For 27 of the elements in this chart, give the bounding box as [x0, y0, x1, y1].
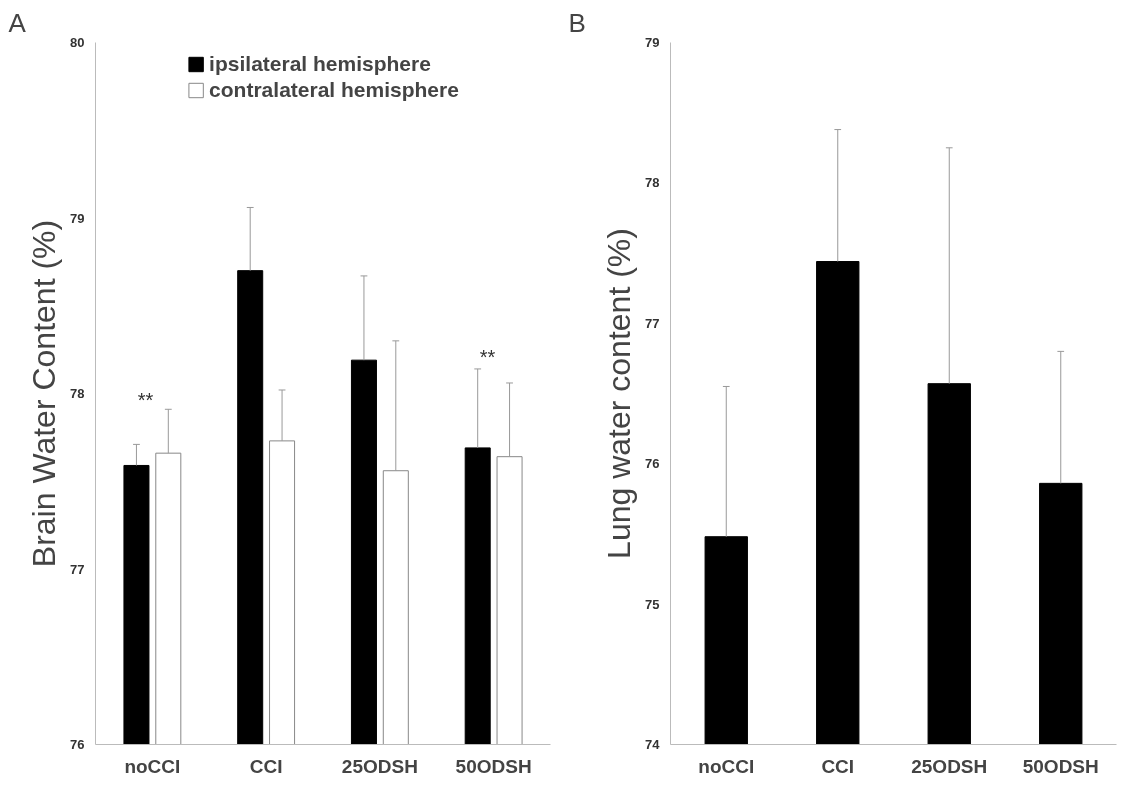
legend-label: ipsilateral hemisphere: [209, 52, 431, 76]
y-tick-label: 75: [645, 596, 660, 612]
y-tick-label: 77: [70, 561, 85, 577]
y-tick-label: 76: [70, 737, 85, 752]
x-tick-label: 50ODSH: [1022, 755, 1099, 777]
x-tick-label: noCCI: [698, 755, 755, 777]
x-tick-label: 50ODSH: [455, 755, 532, 777]
y-tick-label: 78: [70, 386, 85, 401]
x-tick-label: 25ODSH: [911, 755, 988, 777]
annotation: **: [137, 388, 154, 411]
legend-label: contralateral hemisphere: [209, 78, 459, 102]
y-tick-label: 79: [645, 35, 660, 50]
y-axis-title: Brain Water Content (%): [26, 219, 63, 568]
y-tick-label: 76: [645, 456, 660, 472]
y-tick-label: 74: [645, 737, 661, 752]
y-axis-title: Lung water content (%): [601, 228, 638, 559]
y-tick-label: 78: [645, 175, 660, 191]
x-tick-label: 25ODSH: [341, 755, 418, 777]
x-tick-label: CCI: [249, 755, 283, 777]
text: A: [8, 7, 27, 38]
y-tick-label: 79: [70, 210, 85, 226]
y-tick-label: 80: [70, 35, 85, 50]
annotation: **: [479, 345, 496, 368]
y-tick-label: 77: [645, 315, 660, 331]
text: B: [568, 7, 586, 38]
x-tick-label: CCI: [821, 755, 855, 777]
x-tick-label: noCCI: [124, 755, 181, 777]
